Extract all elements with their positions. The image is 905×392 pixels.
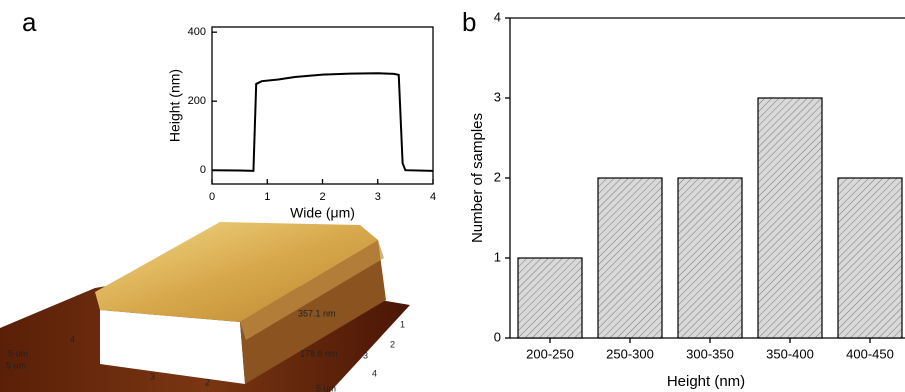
x-tick-label: 300-350 <box>686 346 734 361</box>
y-axis-label: Height (nm) <box>167 69 183 142</box>
x-tick-label: 3 <box>375 191 381 203</box>
afm-label: 5 um <box>316 383 336 392</box>
afm-label: 357.1 nm <box>298 308 336 318</box>
profile-line <box>212 73 433 171</box>
afm-label: 178.6 nm <box>300 348 338 358</box>
afm-label: 1 <box>400 319 405 329</box>
afm-label: 5 um <box>8 348 28 358</box>
y-tick-label: 0 <box>494 329 501 344</box>
panel-label: b <box>462 7 476 37</box>
afm-label: 2 <box>205 377 210 387</box>
y-axis-label: Number of samples <box>469 113 486 243</box>
afm-label: 3 <box>150 371 155 381</box>
line-chart: 0 200 400 0 1 2 3 4 Wide (μm) Height (nm) <box>167 26 436 221</box>
bar <box>678 178 742 338</box>
panel-label: a <box>22 7 37 37</box>
bar <box>598 178 662 338</box>
x-tick-label: 400-450 <box>846 346 894 361</box>
y-tick-label: 400 <box>188 26 206 38</box>
x-axis-label: Wide (μm) <box>290 205 355 221</box>
y-tick-label: 3 <box>494 89 501 104</box>
x-tick-label: 4 <box>430 191 436 203</box>
y-tick-label: 200 <box>188 95 206 107</box>
afm-3d-image <box>0 222 410 392</box>
y-tick-label: 2 <box>494 169 501 184</box>
x-tick-label: 1 <box>264 191 270 203</box>
x-tick-label: 0 <box>209 191 215 203</box>
y-tick-label: 0 <box>200 164 206 176</box>
x-tick-label: 2 <box>319 191 325 203</box>
bar-chart: 0 1 2 3 4 200-250 250-300 300-350 350-400 400-450… <box>469 9 905 390</box>
afm-label: 4 <box>70 334 75 344</box>
figure: ab5 um5 um4321234357.1 nm178.6 nm5 um020… <box>0 0 905 392</box>
bar <box>758 98 822 338</box>
x-tick-label: 250-300 <box>606 346 654 361</box>
afm-label: 2 <box>390 339 395 349</box>
x-axis-label: Height (nm) <box>667 373 745 390</box>
bar <box>518 258 582 338</box>
y-tick-label: 1 <box>494 249 501 264</box>
afm-label: 3 <box>363 350 368 360</box>
x-tick-label: 200-250 <box>526 346 574 361</box>
x-tick-label: 350-400 <box>766 346 814 361</box>
bar <box>838 178 902 338</box>
afm-label: 5 um <box>6 360 26 370</box>
afm-label: 4 <box>372 368 377 378</box>
y-tick-label: 4 <box>494 9 501 24</box>
